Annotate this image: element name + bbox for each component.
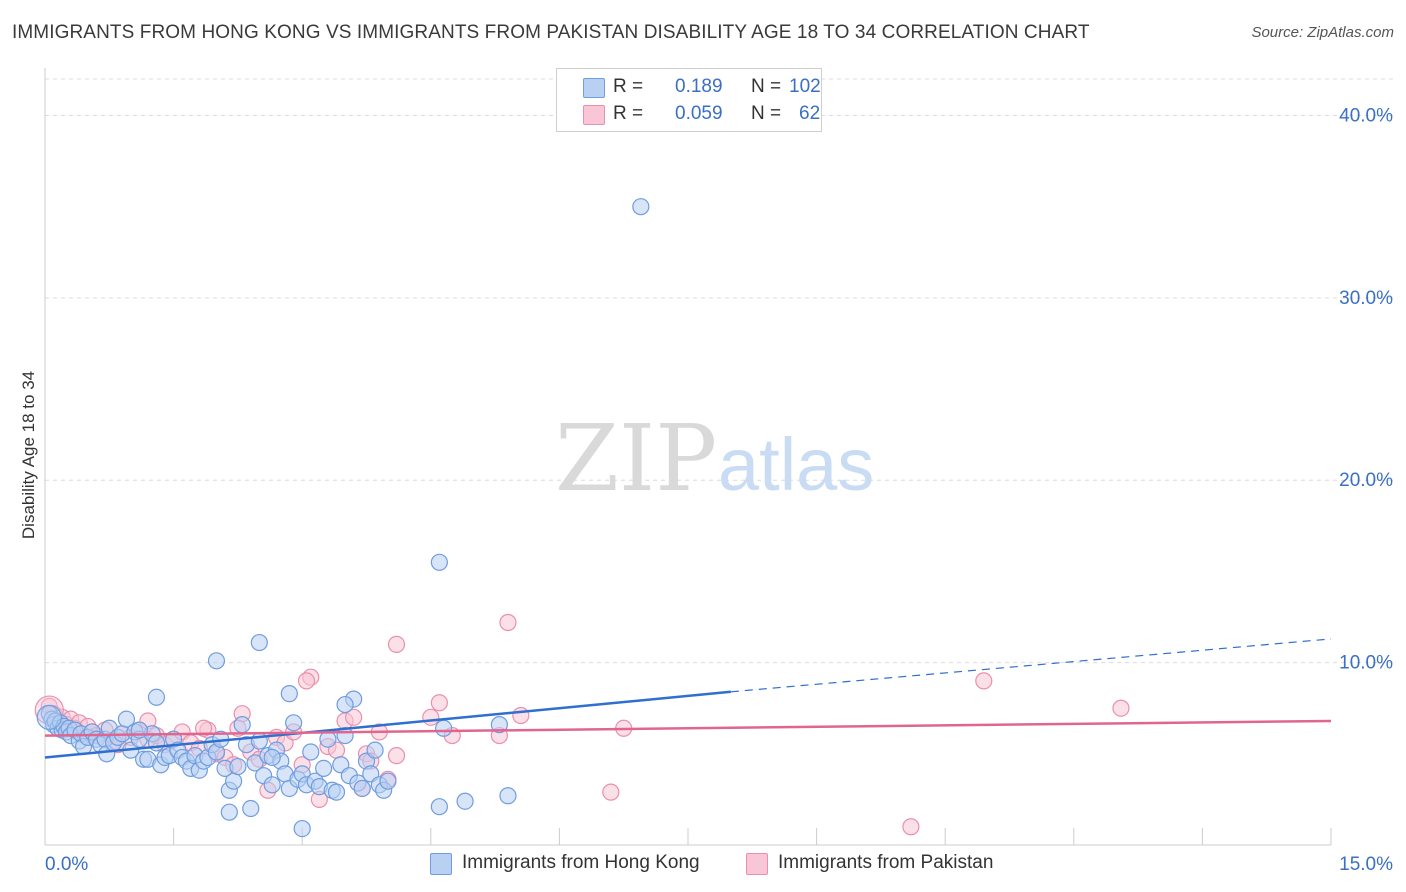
bottom-legend-label-hong-kong: Immigrants from Hong Kong (462, 852, 700, 873)
source-credit: Source: ZipAtlas.com (1251, 24, 1394, 41)
data-point-hong-kong (430, 798, 448, 816)
data-point-hong-kong (632, 198, 650, 216)
bottom-legend-label-pakistan: Immigrants from Pakistan (778, 852, 994, 873)
data-point-hong-kong (250, 633, 268, 652)
data-point-hong-kong (233, 716, 251, 734)
stats-legend: R = 0.189 N = 102 R = 0.059 N = 62 (556, 68, 822, 132)
data-point-hong-kong (315, 759, 333, 778)
y-tick-label: 40.0% (1339, 105, 1393, 126)
data-point-pakistan (297, 672, 316, 690)
legend-swatch-hong-kong (583, 78, 605, 98)
legend-swatch-pakistan (583, 105, 605, 125)
gridlines (45, 78, 1393, 664)
watermark-zip: ZIP (555, 405, 717, 512)
y-tick-label: 10.0% (1339, 653, 1393, 674)
legend-n-value: 62 (799, 103, 821, 124)
data-point-hong-kong (336, 695, 354, 714)
bottom-legend-swatch-pakistan (746, 853, 768, 875)
data-point-hong-kong (36, 704, 62, 730)
data-point-hong-kong (147, 688, 166, 706)
legend-n-label: N = (751, 76, 782, 97)
data-point-pakistan (512, 706, 530, 725)
data-point-hong-kong (379, 772, 397, 790)
series-hong-kong (36, 198, 650, 838)
x-tick-label: 0.0% (45, 854, 88, 875)
data-point-pakistan (345, 708, 363, 726)
data-point-pakistan (1112, 699, 1130, 717)
legend-r-value: 0.059 (675, 103, 723, 124)
y-tick-label: 20.0% (1339, 470, 1393, 491)
chart-title: IMMIGRANTS FROM HONG KONG VS IMMIGRANTS … (12, 22, 1090, 43)
data-point-hong-kong (229, 757, 247, 776)
trend-lines (44, 638, 1332, 759)
data-point-hong-kong (435, 719, 453, 737)
data-point-pakistan (430, 694, 448, 712)
watermark-atlas: atlas (718, 423, 874, 506)
trend-line-hong-kong-extension (730, 638, 1332, 693)
data-point-hong-kong (246, 754, 264, 772)
trend-line-hong-kong (44, 690, 731, 759)
data-point-hong-kong (353, 779, 371, 798)
legend-r-label: R = (613, 103, 644, 124)
data-point-pakistan (975, 672, 993, 690)
legend-n-value: 102 (789, 76, 821, 97)
data-point-pakistan (902, 818, 920, 836)
data-point-hong-kong (430, 553, 448, 571)
legend-n-label: N = (751, 103, 782, 124)
bottom-legend-swatch-hong-kong (430, 853, 452, 875)
data-point-pakistan (499, 613, 517, 632)
data-point-hong-kong (366, 741, 384, 759)
data-point-hong-kong (263, 748, 281, 767)
data-point-hong-kong (220, 803, 238, 821)
data-point-pakistan (602, 783, 620, 801)
data-point-hong-kong (293, 819, 311, 838)
data-point-hong-kong (456, 792, 474, 810)
trend-line-pakistan (44, 719, 1332, 737)
y-tick-label: 30.0% (1339, 288, 1393, 309)
data-point-hong-kong (302, 743, 320, 761)
data-point-hong-kong (499, 787, 517, 805)
legend-r-label: R = (613, 76, 644, 97)
watermark: ZIP atlas (555, 405, 874, 512)
data-point-pakistan (195, 719, 213, 737)
data-point-pakistan (387, 635, 406, 653)
data-point-hong-kong (285, 714, 303, 732)
data-point-hong-kong (280, 685, 298, 703)
data-point-hong-kong (490, 716, 508, 734)
data-point-hong-kong (207, 652, 226, 670)
data-point-hong-kong (327, 783, 346, 801)
x-tick-label: 15.0% (1339, 854, 1393, 875)
data-point-hong-kong (117, 710, 136, 728)
legend-r-value: 0.189 (675, 76, 723, 97)
y-axis-label: Disability Age 18 to 34 (19, 370, 38, 540)
data-point-hong-kong (242, 799, 260, 818)
data-point-hong-kong (225, 772, 243, 790)
data-point-pakistan (422, 708, 440, 726)
data-point-hong-kong (263, 776, 281, 794)
data-point-pakistan (387, 747, 406, 765)
tick-labels: 10.0% 20.0% 30.0% 40.0% 0.0% 15.0% (45, 105, 1393, 875)
